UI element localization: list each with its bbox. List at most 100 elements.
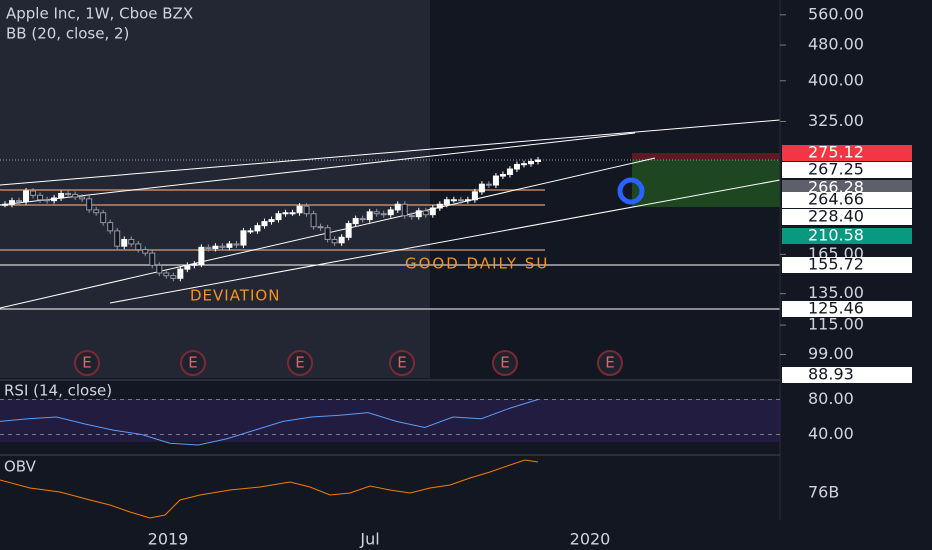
candle [457, 199, 464, 202]
candle [37, 194, 44, 201]
candle [535, 159, 541, 162]
indicator-label: BB (20, close, 2) [6, 25, 129, 43]
candle [275, 213, 282, 221]
candle [520, 163, 527, 166]
candle [163, 272, 170, 277]
candle [450, 199, 457, 202]
rsi-tick-label: 80.00 [808, 389, 854, 408]
annotation: DEVIATION [190, 287, 280, 305]
candle [100, 212, 107, 224]
candle [436, 203, 443, 209]
candle [387, 209, 394, 216]
candle [2, 203, 8, 206]
candle [303, 205, 310, 215]
candle [51, 197, 58, 202]
price-label-box [782, 301, 912, 317]
earnings-marker [492, 350, 518, 376]
candle [268, 219, 275, 223]
earnings-label: E [500, 354, 509, 372]
price-label-box [782, 209, 912, 225]
candle [142, 249, 149, 254]
obv-line [0, 459, 539, 519]
rsi-line [0, 399, 539, 446]
price-label: 155.72 [808, 255, 864, 274]
price-label-box [782, 257, 912, 273]
price-label: 275.12 [808, 143, 864, 162]
candle [226, 243, 233, 248]
candle [107, 222, 114, 232]
rsi-tick-label: 40.00 [808, 424, 854, 443]
candle [478, 183, 485, 193]
candle [513, 163, 520, 170]
rsi-band [0, 399, 780, 442]
earnings-label: E [82, 354, 91, 372]
candle [170, 275, 177, 279]
price-label: 88.93 [808, 365, 854, 384]
candle [394, 203, 401, 211]
candle [289, 212, 296, 215]
candle [135, 243, 142, 251]
annotation: GOOD DAILY SU [405, 255, 549, 273]
candle [79, 196, 86, 200]
earnings-marker [287, 350, 313, 376]
candle [401, 203, 408, 217]
candle [72, 193, 79, 198]
candle [310, 213, 317, 228]
earnings-marker [74, 350, 100, 376]
obv-tick: 76B [808, 483, 839, 502]
candle [184, 264, 191, 270]
candle [240, 230, 247, 246]
candle [156, 264, 163, 274]
range-shade [0, 0, 430, 378]
candle [471, 191, 478, 201]
earnings-marker [180, 350, 206, 376]
candle [338, 236, 345, 244]
candle [492, 175, 499, 186]
x-tick-label: 2019 [148, 530, 189, 549]
candle [149, 252, 156, 266]
earnings-label: E [605, 354, 614, 372]
candle [93, 209, 100, 214]
candle [212, 245, 219, 249]
earnings-label: E [188, 354, 197, 372]
candle [422, 210, 429, 216]
candle [359, 218, 366, 221]
candle [191, 263, 198, 266]
candle [121, 238, 128, 247]
candle [373, 211, 380, 215]
candle [9, 200, 16, 205]
candle [44, 199, 51, 202]
earnings-marker [389, 350, 415, 376]
price-label-box [782, 162, 912, 178]
candle [58, 193, 65, 199]
earnings-marker [597, 350, 623, 376]
candle [485, 183, 492, 186]
candle [254, 225, 261, 232]
candle [86, 198, 93, 211]
earnings-label: E [295, 354, 304, 372]
candle [408, 215, 415, 218]
x-tick-label: Jul [359, 530, 379, 549]
candle [317, 226, 324, 229]
candle [506, 168, 513, 175]
price-label-box [782, 367, 912, 383]
y-tick-label: 115.00 [808, 315, 864, 334]
candle [464, 199, 471, 202]
candle [114, 230, 121, 247]
price-label: 125.46 [808, 299, 864, 318]
candle [65, 193, 72, 196]
price-label: 228.40 [808, 207, 864, 226]
candle [30, 190, 37, 196]
candle [499, 173, 506, 177]
candle [23, 190, 30, 203]
obv-title: OBV [4, 458, 37, 476]
candle [177, 268, 184, 279]
candle [429, 207, 436, 216]
price-label-box [782, 145, 912, 161]
candle [233, 243, 240, 246]
candle [366, 211, 373, 221]
y-tick-label: 325.00 [808, 111, 864, 130]
price-label-box [782, 192, 912, 208]
candle [527, 160, 534, 165]
